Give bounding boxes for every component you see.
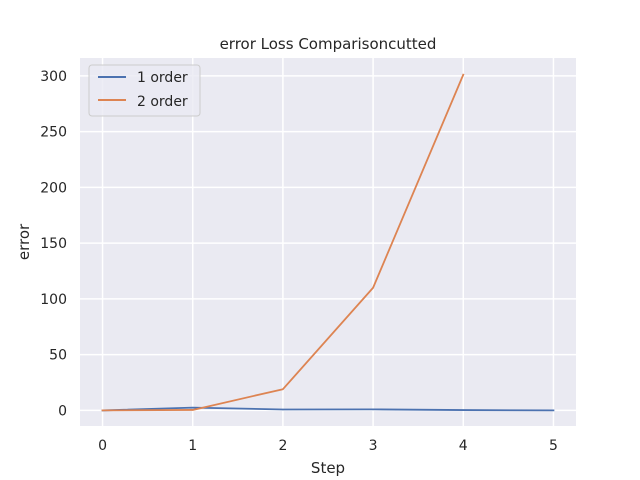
x-tick-label: 5 bbox=[549, 438, 558, 454]
legend-label-1-order: 1 order bbox=[137, 70, 188, 86]
y-tick-label: 200 bbox=[40, 180, 67, 196]
legend: 1 order 2 order bbox=[88, 64, 201, 117]
y-axis-ticks: 0 50 100 150 200 250 300 bbox=[40, 69, 67, 420]
y-tick-label: 0 bbox=[58, 403, 67, 419]
y-axis-title: error bbox=[15, 223, 33, 260]
series-line-1-order bbox=[101, 406, 555, 412]
series-line-2-order bbox=[101, 73, 465, 412]
chart-title: error Loss Comparisoncutted bbox=[220, 35, 437, 53]
grid bbox=[80, 58, 576, 426]
x-axis-title: Step bbox=[311, 459, 345, 477]
y-tick-label: 50 bbox=[49, 348, 67, 364]
y-tick-label: 250 bbox=[40, 125, 67, 141]
plot-background bbox=[80, 58, 576, 426]
y-tick-label: 300 bbox=[40, 69, 67, 85]
legend-label-2-order: 2 order bbox=[137, 94, 188, 110]
x-tick-label: 3 bbox=[369, 438, 378, 454]
x-tick-label: 2 bbox=[278, 438, 287, 454]
x-tick-label: 1 bbox=[188, 438, 197, 454]
series-layer bbox=[101, 73, 555, 412]
x-tick-label: 0 bbox=[98, 438, 107, 454]
y-tick-label: 100 bbox=[40, 292, 67, 308]
x-tick-label: 4 bbox=[459, 438, 468, 454]
y-tick-label: 150 bbox=[40, 236, 67, 252]
x-axis-ticks: 0 1 2 3 4 5 bbox=[98, 438, 558, 454]
